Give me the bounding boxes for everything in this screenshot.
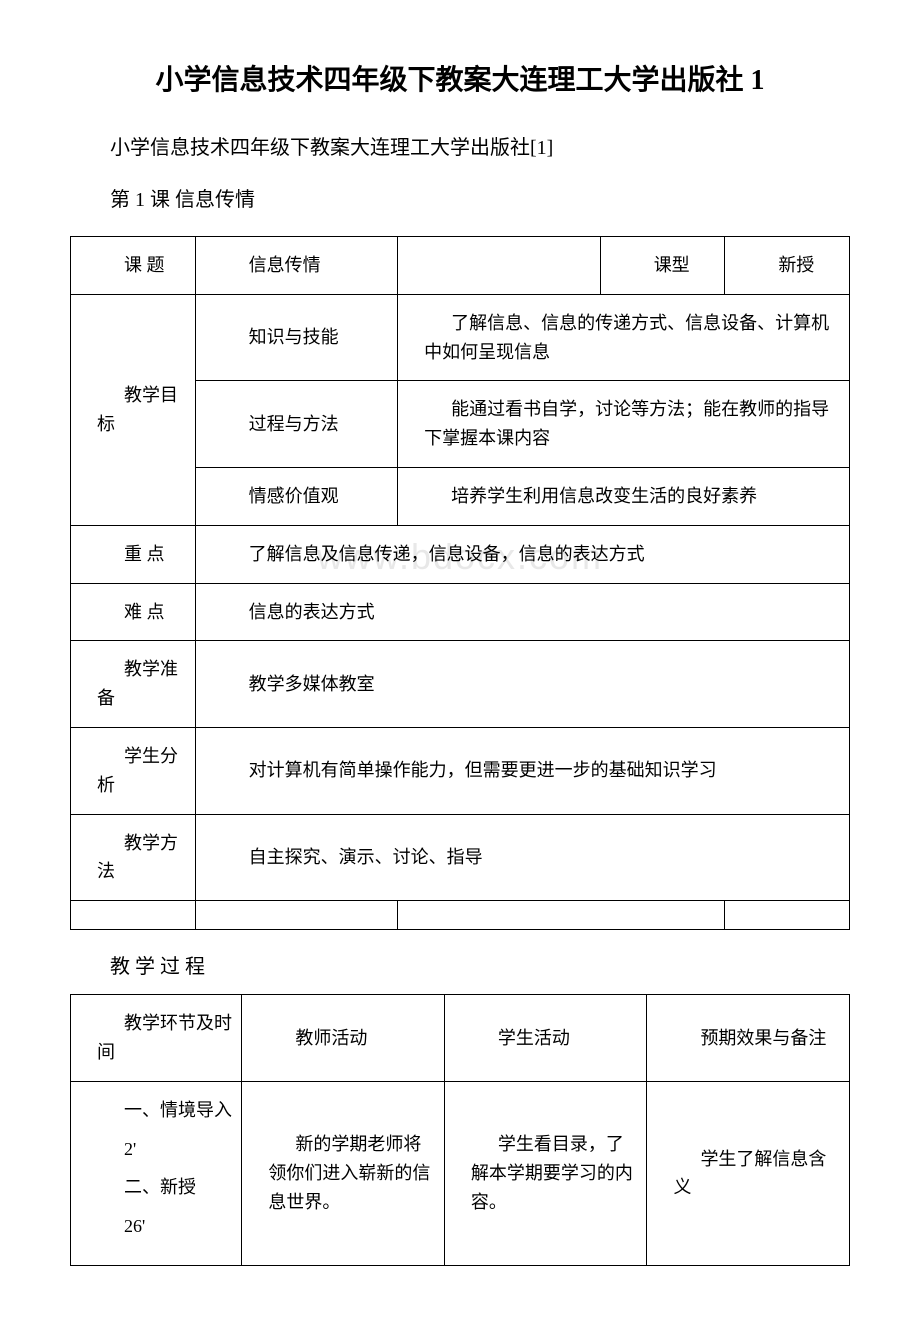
- table-cell: 课 题: [71, 237, 196, 295]
- student-cell: 学生看目录，了解本学期要学习的内容。: [444, 1081, 647, 1265]
- table-row: 难 点信息的表达方式: [71, 583, 850, 641]
- header-cell: 教师活动: [242, 995, 445, 1082]
- table-cell: 知识与技能: [195, 294, 398, 381]
- table-cell: 信息传情: [195, 237, 398, 295]
- table-cell: 教学目标: [71, 294, 196, 525]
- lesson-info-table: 课 题信息传情课型新授教学目标知识与技能了解信息、信息的传递方式、信息设备、计算…: [70, 236, 850, 930]
- table-cell: [398, 237, 601, 295]
- table-cell: 能通过看书自学，讨论等方法；能在教师的指导下掌握本课内容: [398, 381, 850, 468]
- table-row: 教学环节及时间 教师活动 学生活动 预期效果与备注: [71, 995, 850, 1082]
- lesson-heading: 第 1 课 信息传情: [70, 184, 850, 216]
- stage-cell: 一、情境导入 2' 二、新授 26': [71, 1081, 242, 1265]
- table-cell: [195, 901, 398, 930]
- stage-line: 二、新授: [97, 1173, 233, 1202]
- table-row: 教学目标知识与技能了解信息、信息的传递方式、信息设备、计算机中如何呈现信息: [71, 294, 850, 381]
- table-cell: 教学准备: [71, 641, 196, 728]
- table-cell: [71, 901, 196, 930]
- table-cell: [398, 901, 725, 930]
- header-cell: 预期效果与备注: [647, 995, 850, 1082]
- table-row: 教学准备教学多媒体教室: [71, 641, 850, 728]
- table-row: 课 题信息传情 课型新授: [71, 237, 850, 295]
- table-cell: [725, 901, 850, 930]
- table-cell: 信息的表达方式: [195, 583, 849, 641]
- table-row: 一、情境导入 2' 二、新授 26' 新的学期老师将领你们进入崭新的信息世界。 学生看…: [71, 1081, 850, 1265]
- teacher-cell: 新的学期老师将领你们进入崭新的信息世界。: [242, 1081, 445, 1265]
- header-cell: 学生活动: [444, 995, 647, 1082]
- table-cell: 学生分析: [71, 727, 196, 814]
- table-row: 教学方法自主探究、演示、讨论、指导: [71, 814, 850, 901]
- table-cell: 课型: [600, 237, 725, 295]
- notes-cell: 学生了解信息含义: [647, 1081, 850, 1265]
- subtitle-text: 小学信息技术四年级下教案大连理工大学出版社[1]: [70, 132, 850, 164]
- table-row: [71, 901, 850, 930]
- header-cell: 教学环节及时间: [71, 995, 242, 1082]
- stage-line: 2': [97, 1135, 233, 1164]
- table-cell: 重 点: [71, 525, 196, 583]
- table-cell: 情感价值观: [195, 467, 398, 525]
- table-cell: 教学多媒体教室: [195, 641, 849, 728]
- table-cell: 过程与方法: [195, 381, 398, 468]
- table-row: 学生分析对计算机有简单操作能力，但需要更进一步的基础知识学习: [71, 727, 850, 814]
- table-cell: 新授: [725, 237, 850, 295]
- process-heading: 教 学 过 程: [70, 950, 850, 979]
- table-cell: 教学方法: [71, 814, 196, 901]
- table-cell: 了解信息及信息传递，信息设备，信息的表达方式: [195, 525, 849, 583]
- process-table: 教学环节及时间 教师活动 学生活动 预期效果与备注 一、情境导入 2' 二、新授 26…: [70, 994, 850, 1266]
- table-cell: 对计算机有简单操作能力，但需要更进一步的基础知识学习: [195, 727, 849, 814]
- stage-line: 26': [97, 1212, 233, 1241]
- stage-line: 一、情境导入: [97, 1096, 233, 1125]
- table-cell: 难 点: [71, 583, 196, 641]
- table-cell: 培养学生利用信息改变生活的良好素养: [398, 467, 850, 525]
- table-row: 重 点了解信息及信息传递，信息设备，信息的表达方式: [71, 525, 850, 583]
- table-cell: 了解信息、信息的传递方式、信息设备、计算机中如何呈现信息: [398, 294, 850, 381]
- page-title: 小学信息技术四年级下教案大连理工大学出版社 1: [70, 60, 850, 102]
- table-cell: 自主探究、演示、讨论、指导: [195, 814, 849, 901]
